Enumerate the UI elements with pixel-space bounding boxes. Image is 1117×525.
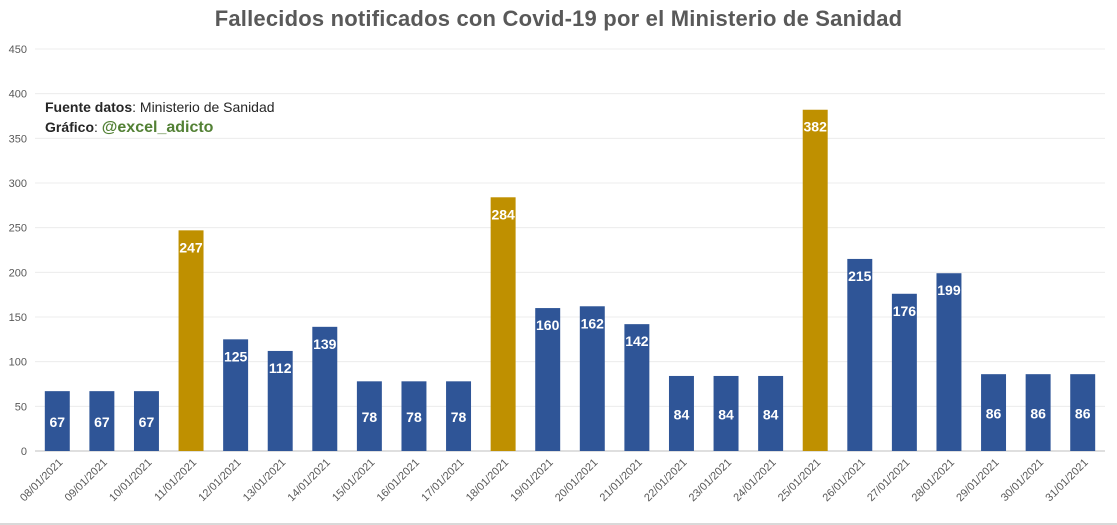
data-label: 86 xyxy=(986,406,1002,422)
bar xyxy=(267,350,293,451)
bar xyxy=(223,339,249,451)
bar xyxy=(847,258,873,451)
x-tick-label: 13/01/2021 xyxy=(241,457,288,504)
x-tick-label: 30/01/2021 xyxy=(999,457,1046,504)
data-label: 382 xyxy=(804,119,828,135)
x-tick-label: 09/01/2021 xyxy=(63,457,110,504)
credit-label: Gráfico xyxy=(45,119,95,135)
y-tick-label: 400 xyxy=(9,89,27,101)
bar xyxy=(356,381,382,451)
bars xyxy=(44,109,1096,451)
data-label: 84 xyxy=(763,406,779,422)
data-label: 78 xyxy=(362,409,378,425)
x-tick-label: 08/01/2021 xyxy=(18,457,65,504)
data-label: 215 xyxy=(848,268,872,284)
x-axis-ticks: 08/01/202109/01/202110/01/202111/01/2021… xyxy=(18,457,1091,504)
x-tick-label: 21/01/2021 xyxy=(598,457,645,504)
bar xyxy=(490,197,516,451)
x-tick-label: 18/01/2021 xyxy=(464,457,511,504)
bar xyxy=(758,375,784,451)
bar xyxy=(89,391,115,451)
credit-line: Gráfico: @excel_adicto xyxy=(45,117,275,138)
data-label: 284 xyxy=(491,206,515,222)
y-tick-label: 450 xyxy=(9,44,27,56)
x-tick-label: 19/01/2021 xyxy=(508,457,555,504)
x-tick-label: 27/01/2021 xyxy=(865,457,912,504)
x-tick-label: 12/01/2021 xyxy=(196,457,243,504)
bar xyxy=(133,391,159,451)
x-tick-label: 24/01/2021 xyxy=(731,457,778,504)
x-tick-label: 17/01/2021 xyxy=(419,457,466,504)
bar xyxy=(446,381,472,451)
y-tick-label: 200 xyxy=(9,267,27,279)
y-tick-label: 250 xyxy=(9,223,27,235)
bar xyxy=(1025,374,1051,451)
bar xyxy=(178,230,204,451)
data-label: 78 xyxy=(451,409,467,425)
bar xyxy=(713,375,739,451)
data-label: 160 xyxy=(536,317,560,333)
bar xyxy=(44,391,70,451)
bar xyxy=(312,326,338,451)
data-label: 86 xyxy=(1030,406,1046,422)
bar xyxy=(981,374,1007,451)
data-label: 86 xyxy=(1075,406,1091,422)
x-tick-label: 28/01/2021 xyxy=(910,457,957,504)
data-label: 247 xyxy=(179,239,203,255)
bar xyxy=(535,308,561,451)
data-label: 67 xyxy=(50,414,66,430)
bar xyxy=(624,324,650,451)
data-label: 199 xyxy=(937,282,961,298)
data-label: 84 xyxy=(674,406,690,422)
x-tick-label: 15/01/2021 xyxy=(330,457,377,504)
bar xyxy=(1070,374,1096,451)
x-tick-label: 25/01/2021 xyxy=(776,457,823,504)
source-label: Fuente datos xyxy=(45,99,133,115)
y-tick-label: 100 xyxy=(9,357,27,369)
bar xyxy=(802,109,828,451)
y-tick-label: 150 xyxy=(9,312,27,324)
source-note: Fuente datos: Ministerio de Sanidad Gráf… xyxy=(45,97,275,138)
data-label: 67 xyxy=(139,414,155,430)
x-tick-label: 29/01/2021 xyxy=(954,457,1001,504)
y-axis-ticks: 0 50 100 150 200 250 300 350 400 450 xyxy=(9,44,27,458)
data-label: 142 xyxy=(625,333,649,349)
x-tick-label: 22/01/2021 xyxy=(642,457,689,504)
data-label: 162 xyxy=(581,315,605,331)
x-tick-label: 16/01/2021 xyxy=(375,457,422,504)
x-tick-label: 14/01/2021 xyxy=(285,457,332,504)
data-label: 67 xyxy=(94,414,110,430)
bottom-divider xyxy=(0,523,1117,525)
credit-handle: @excel_adicto xyxy=(101,119,214,136)
x-tick-label: 11/01/2021 xyxy=(152,457,199,504)
data-label: 78 xyxy=(406,409,422,425)
y-tick-label: 0 xyxy=(21,446,27,458)
bar xyxy=(579,306,605,451)
data-label: 112 xyxy=(269,360,292,376)
source-separator: : xyxy=(132,99,140,115)
data-label: 176 xyxy=(893,303,917,319)
source-line: Fuente datos: Ministerio de Sanidad xyxy=(45,97,275,117)
credit-separator: : xyxy=(94,119,102,135)
source-value: Ministerio de Sanidad xyxy=(139,99,275,115)
x-tick-label: 20/01/2021 xyxy=(553,457,600,504)
gridlines xyxy=(35,48,1105,452)
y-tick-label: 50 xyxy=(15,401,27,413)
data-label: 84 xyxy=(718,406,734,422)
x-tick-label: 31/01/2021 xyxy=(1043,457,1090,504)
x-tick-label: 23/01/2021 xyxy=(687,457,734,504)
x-tick-label: 26/01/2021 xyxy=(820,457,867,504)
y-tick-label: 350 xyxy=(9,133,27,145)
bar xyxy=(891,293,917,451)
chart-title: Fallecidos notificados con Covid-19 por … xyxy=(214,6,903,31)
bar xyxy=(936,273,962,451)
bar xyxy=(401,381,427,451)
y-tick-label: 300 xyxy=(9,178,27,190)
data-label: 125 xyxy=(224,348,248,364)
bar xyxy=(668,375,694,451)
x-tick-label: 10/01/2021 xyxy=(107,457,154,504)
data-label: 139 xyxy=(313,336,337,352)
data-labels: 67 67 67 247 125 112 139 78 78 78 284 160 162 142 84 84… xyxy=(50,119,1091,430)
